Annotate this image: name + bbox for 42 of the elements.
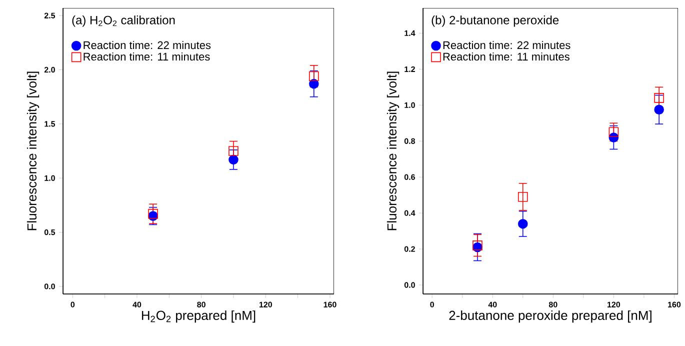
y-tick-label: 2.5 [44,12,56,18]
x-tick-label: 160 [668,302,681,308]
legend-label: Reaction time: 11 minutes [443,52,570,61]
y-tick-label: 1.2 [404,66,415,72]
y-axis-title: Fluorescence intensity [volt] [26,72,40,230]
x-tick-label: 0 [70,302,75,308]
text: (b) 2-butanone peroxide [432,16,559,27]
legend-label: Reaction time: 22 minutes [443,41,570,50]
point [654,104,664,115]
x-tick-label: 40 [132,302,142,308]
y-tick-label: 1.0 [44,175,55,181]
y-tick-label: 0.6 [404,174,415,180]
x-tick-label: 80 [548,302,558,308]
y-tick-label: 0.8 [404,138,416,144]
y-tick-label: 0.0 [44,284,55,290]
point [309,78,319,89]
y-tick-label: 2.0 [44,66,55,73]
point [228,146,238,156]
text: (a) H$_{2}$O$_{2}$ calibration [72,16,175,27]
legend-label: Reaction time: 22 minutes [84,41,211,50]
legend-label: Reaction time: 11 minutes [84,52,210,61]
y-tick-label: 0.2 [404,246,415,252]
y-tick-label: 0.5 [44,229,56,236]
point [228,154,238,165]
x-tick-label: 0 [430,302,434,308]
x-tick-label: 120 [608,302,620,308]
y-tick-label: 1.5 [44,121,56,127]
y-tick-label: 0.4 [404,210,416,216]
y-tick-label: 1.0 [404,102,415,108]
x-axis-title: H$_{2}$O$_{2}$ prepared [nM] [142,310,256,323]
point [518,192,528,202]
point [518,218,528,229]
x-tick-label: 40 [488,302,497,308]
x-tick-label: 120 [259,302,272,308]
y-axis-title: Fluorescence intensity [volt] [386,72,400,230]
y-tick-label: 0.0 [404,282,415,288]
y-tick-label: 1.4 [404,30,416,36]
point [654,93,664,103]
x-axis-title: 2-butanone peroxide prepared [nM] [449,310,652,323]
x-tick-label: 160 [324,302,336,308]
x-tick-label: 80 [197,302,206,308]
point [309,71,319,82]
